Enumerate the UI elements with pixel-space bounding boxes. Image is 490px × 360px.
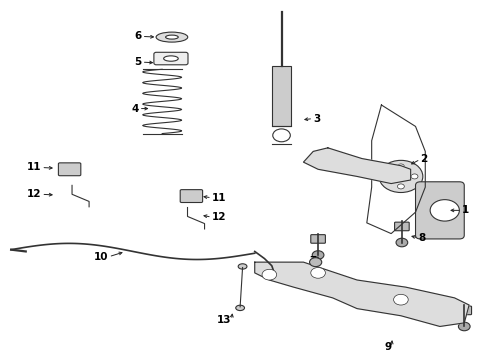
Text: 6: 6 — [134, 31, 142, 41]
Ellipse shape — [164, 56, 178, 61]
Ellipse shape — [156, 32, 188, 42]
Text: 8: 8 — [418, 233, 426, 243]
Circle shape — [397, 164, 404, 169]
Circle shape — [393, 294, 408, 305]
Circle shape — [396, 238, 408, 247]
Circle shape — [273, 129, 290, 142]
Text: 13: 13 — [217, 315, 231, 325]
Ellipse shape — [166, 35, 178, 39]
Text: 10: 10 — [94, 252, 109, 262]
Circle shape — [384, 174, 391, 179]
Polygon shape — [255, 262, 469, 327]
Circle shape — [411, 174, 418, 179]
FancyBboxPatch shape — [311, 235, 325, 243]
Text: 11: 11 — [27, 162, 41, 172]
Polygon shape — [303, 148, 411, 184]
Text: 12: 12 — [212, 212, 226, 222]
Circle shape — [311, 267, 325, 278]
Text: 3: 3 — [313, 113, 320, 123]
Text: 1: 1 — [462, 205, 469, 215]
FancyBboxPatch shape — [58, 163, 81, 176]
Text: 4: 4 — [131, 104, 139, 113]
Text: 2: 2 — [420, 154, 428, 164]
FancyBboxPatch shape — [394, 222, 409, 231]
Ellipse shape — [236, 305, 245, 311]
Bar — [272, 66, 291, 126]
FancyBboxPatch shape — [180, 190, 202, 203]
Circle shape — [397, 184, 404, 189]
Circle shape — [459, 322, 470, 331]
Text: 5: 5 — [134, 57, 142, 67]
FancyBboxPatch shape — [416, 182, 464, 239]
Text: 9: 9 — [384, 342, 391, 352]
Text: 7: 7 — [310, 256, 317, 266]
Circle shape — [312, 251, 324, 259]
FancyBboxPatch shape — [154, 52, 188, 65]
FancyBboxPatch shape — [457, 306, 471, 315]
Circle shape — [262, 269, 277, 280]
Text: 11: 11 — [212, 193, 226, 203]
Ellipse shape — [310, 258, 322, 267]
Circle shape — [379, 160, 423, 193]
Circle shape — [430, 200, 460, 221]
Ellipse shape — [238, 264, 247, 269]
Text: 12: 12 — [27, 189, 41, 199]
